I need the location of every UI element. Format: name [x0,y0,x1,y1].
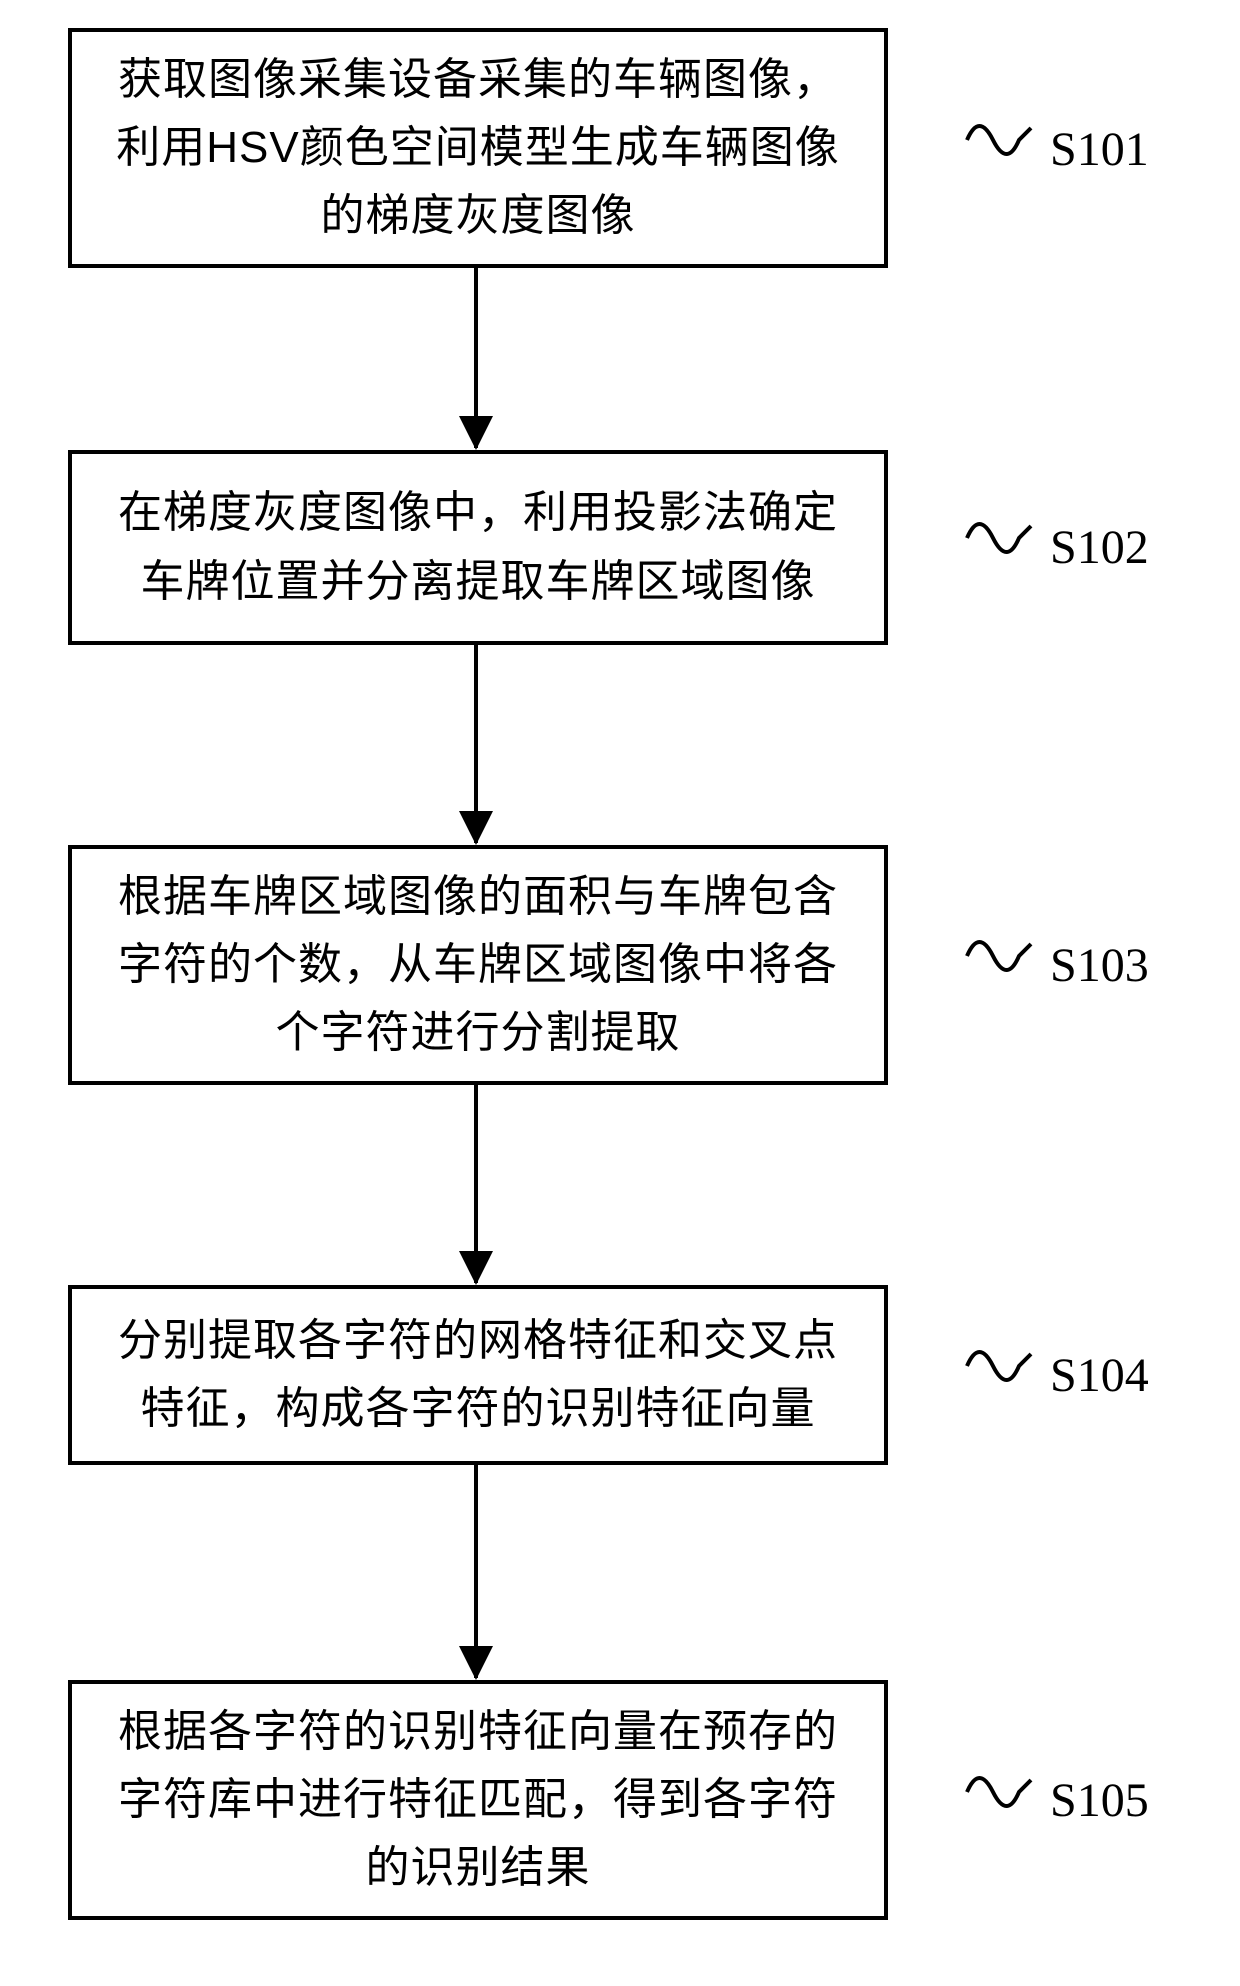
step-text: 分别提取各字符的网格特征和交叉点特征，构成各字符的识别特征向量 [102,1307,854,1443]
squiggle-icon [965,1336,1035,1406]
flowchart-canvas: 获取图像采集设备采集的车辆图像，利用HSV颜色空间模型生成车辆图像的梯度灰度图像… [0,0,1240,1986]
step-label: S103 [1050,938,1149,993]
squiggle-icon [965,110,1035,180]
step-box-s103: 根据车牌区域图像的面积与车牌包含字符的个数，从车牌区域图像中将各个字符进行分割提… [68,845,888,1085]
step-box-s104: 分别提取各字符的网格特征和交叉点特征，构成各字符的识别特征向量 [68,1285,888,1465]
flow-arrow [474,645,478,843]
step-label: S101 [1050,122,1149,177]
squiggle-icon [965,508,1035,578]
step-box-s102: 在梯度灰度图像中，利用投影法确定车牌位置并分离提取车牌区域图像 [68,450,888,645]
step-box-s101: 获取图像采集设备采集的车辆图像，利用HSV颜色空间模型生成车辆图像的梯度灰度图像 [68,28,888,268]
step-label: S105 [1050,1773,1149,1828]
step-text: 获取图像采集设备采集的车辆图像，利用HSV颜色空间模型生成车辆图像的梯度灰度图像 [102,46,854,251]
step-box-s105: 根据各字符的识别特征向量在预存的字符库中进行特征匹配，得到各字符的识别结果 [68,1680,888,1920]
step-text: 根据车牌区域图像的面积与车牌包含字符的个数，从车牌区域图像中将各个字符进行分割提… [102,863,854,1068]
step-label: S102 [1050,520,1149,575]
flow-arrow [474,1085,478,1283]
flow-arrow [474,1465,478,1678]
squiggle-icon [965,926,1035,996]
step-label: S104 [1050,1348,1149,1403]
squiggle-icon [965,1762,1035,1832]
step-text: 在梯度灰度图像中，利用投影法确定车牌位置并分离提取车牌区域图像 [102,479,854,615]
step-text: 根据各字符的识别特征向量在预存的字符库中进行特征匹配，得到各字符的识别结果 [102,1698,854,1903]
flow-arrow [474,268,478,448]
